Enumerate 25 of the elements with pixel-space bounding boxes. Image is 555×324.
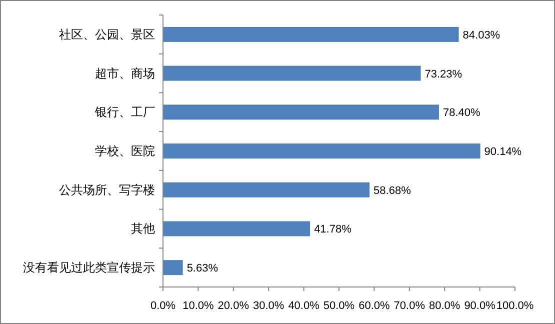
x-tick-label: 20.0%: [218, 300, 250, 312]
data-label: 73.23%: [424, 68, 462, 80]
y-tick-label: 学校、医院: [95, 144, 155, 158]
x-tick-label: 10.0%: [182, 300, 214, 312]
x-tick-label: 80.0%: [429, 300, 460, 312]
x-tick-label: 60.0%: [358, 300, 390, 312]
data-label: 41.78%: [314, 224, 352, 236]
x-tick-label: 30.0%: [253, 300, 284, 312]
data-label: 58.68%: [374, 184, 412, 197]
data-label: 5.63%: [186, 262, 218, 275]
data-label: 84.03%: [462, 29, 500, 42]
x-tick-label: 40.0%: [288, 300, 320, 312]
y-tick-label: 没有看见过此类宣传提示: [23, 260, 155, 275]
x-tick-label: 90.0%: [464, 300, 496, 312]
x-tick-label: 100.0%: [496, 300, 534, 312]
y-tick-label: 银行、工厂: [94, 105, 155, 120]
data-label: 78.40%: [442, 107, 480, 120]
y-tick-label: 公共场所、写字楼: [59, 182, 155, 197]
y-tick-label: 社区、公园、景区: [59, 27, 155, 42]
y-tick-label: 超市、商场: [95, 66, 155, 80]
x-tick-label: 70.0%: [394, 300, 426, 312]
y-tick-label: 其他: [131, 222, 155, 236]
x-tick-label: 50.0%: [323, 300, 355, 312]
data-label: 90.14%: [484, 146, 522, 158]
x-tick-label: 0.0%: [150, 300, 176, 312]
